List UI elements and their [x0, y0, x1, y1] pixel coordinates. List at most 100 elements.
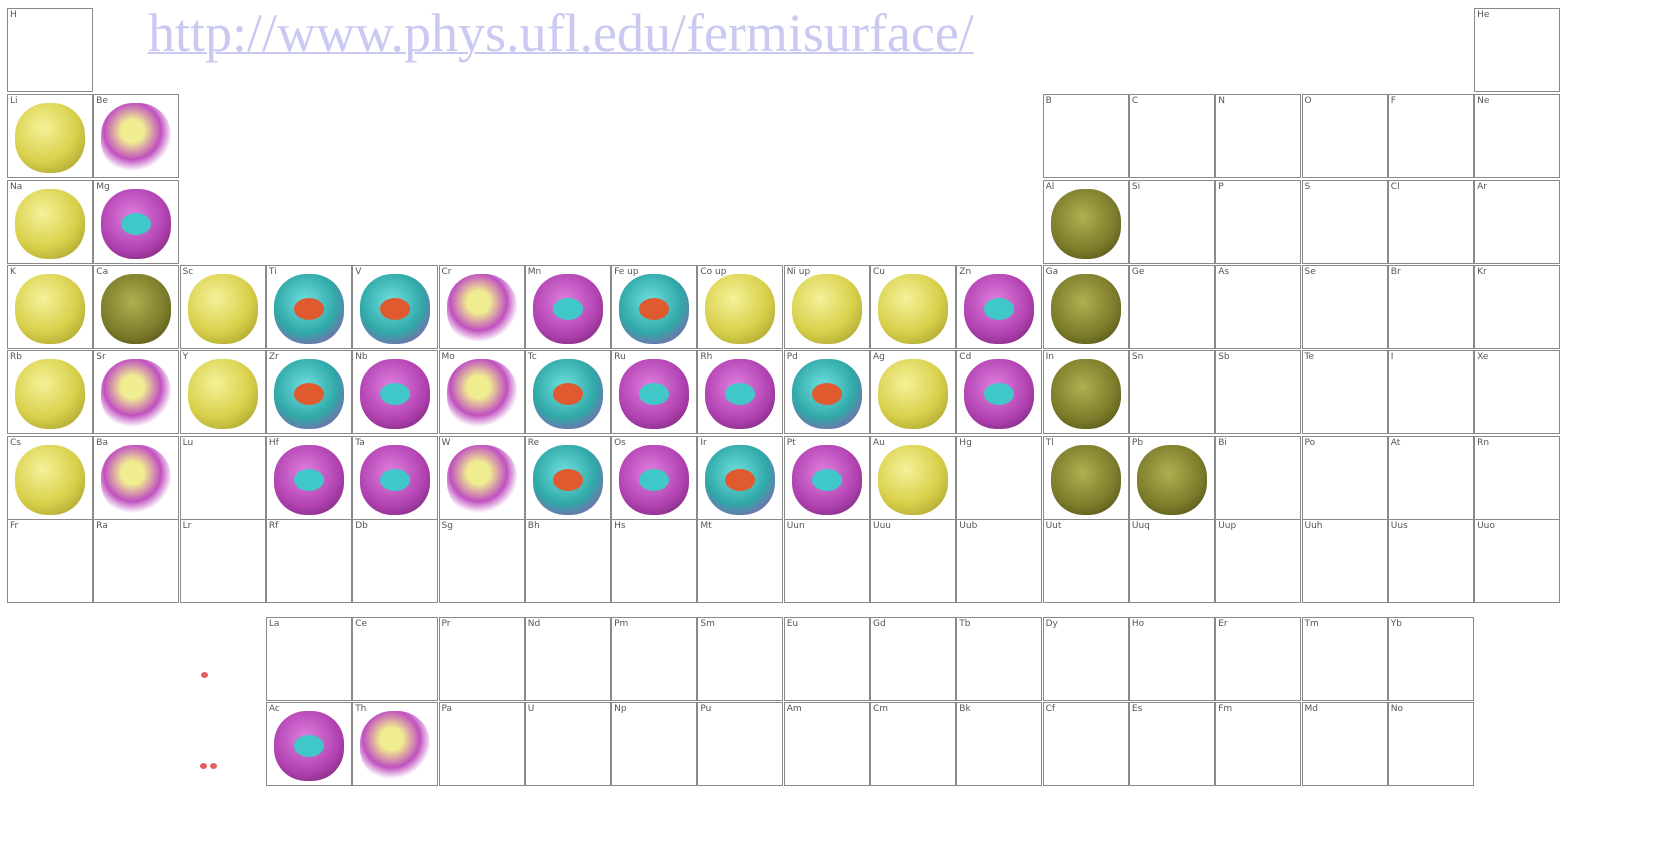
element-symbol: Au: [873, 438, 885, 448]
element-cell: Sb: [1215, 350, 1302, 434]
element-cell: In: [1042, 350, 1129, 434]
element-symbol: Na: [10, 182, 23, 192]
element-cell: Np: [611, 702, 698, 786]
element-symbol: Rn: [1477, 438, 1490, 448]
fermi-surface: [15, 444, 85, 515]
element-cell: Cf: [1042, 702, 1129, 786]
fermi-surface: [187, 358, 258, 429]
element-cell: Ti: [265, 265, 352, 349]
element-symbol: Lu: [182, 438, 194, 448]
element-symbol: Sb: [1218, 352, 1230, 362]
element-symbol: Mt: [700, 521, 712, 531]
element-symbol: Ge: [1131, 267, 1145, 277]
element-cell: Sm: [697, 617, 784, 701]
actinide-marker: [210, 763, 217, 769]
element-symbol: Hs: [614, 521, 626, 531]
element-cell: Al: [1042, 180, 1129, 264]
element-cell: Rb: [7, 350, 93, 434]
element-cell: Uuo: [1474, 519, 1561, 603]
element-cell: Cd: [956, 350, 1043, 434]
fermi-surface: [101, 102, 172, 173]
element-symbol: O: [1304, 96, 1312, 106]
element-symbol: I: [1390, 352, 1394, 362]
fermi-surface: [1136, 444, 1207, 515]
element-cell: Cs: [7, 436, 93, 520]
element-cell: Th: [352, 702, 439, 786]
element-cell: Mg: [93, 180, 180, 264]
element-cell: W: [438, 436, 525, 520]
element-symbol: Fe up: [614, 267, 639, 277]
element-symbol: Ca: [96, 267, 109, 277]
element-cell: Hg: [956, 436, 1043, 520]
element-symbol: Pd: [786, 352, 798, 362]
element-symbol: Cr: [441, 267, 452, 277]
element-cell: N: [1215, 94, 1302, 178]
element-symbol: Ho: [1131, 619, 1145, 629]
fermi-surface: [878, 273, 948, 344]
fermi-surface: [1050, 358, 1121, 429]
element-symbol: Bh: [527, 521, 540, 531]
element-symbol: Ru: [614, 352, 626, 362]
fermi-surface-inner: [984, 297, 1015, 320]
element-symbol: H: [10, 10, 17, 20]
fermi-surface: [15, 102, 85, 173]
element-cell: Zn: [956, 265, 1043, 349]
element-symbol: Pm: [614, 619, 629, 629]
fermi-surface: [360, 273, 431, 344]
element-cell: Ru: [611, 350, 698, 434]
element-cell: Mn: [524, 265, 611, 349]
element-symbol: Ar: [1477, 182, 1487, 192]
element-cell: Ni up: [783, 265, 870, 349]
element-symbol: Tb: [959, 619, 971, 629]
fermi-surface: [273, 273, 344, 344]
element-cell: Co up: [697, 265, 784, 349]
fermi-surface-inner: [639, 297, 670, 320]
element-cell: H: [7, 8, 93, 92]
element-cell: Cr: [438, 265, 525, 349]
element-cell: B: [1042, 94, 1129, 178]
fermi-surface: [619, 273, 690, 344]
element-cell: Re: [524, 436, 611, 520]
element-cell: Sn: [1128, 350, 1215, 434]
element-cell: Fe up: [611, 265, 698, 349]
element-symbol: Ta: [355, 438, 365, 448]
element-cell: Am: [783, 702, 870, 786]
element-cell: Er: [1215, 617, 1302, 701]
fermi-surface-inner: [380, 382, 411, 405]
element-symbol: Lr: [182, 521, 192, 531]
element-cell: Y: [179, 350, 266, 434]
fermi-surface: [15, 188, 85, 259]
fermi-surface: [15, 358, 85, 429]
element-cell: Po: [1301, 436, 1388, 520]
fermi-surface-inner: [639, 382, 670, 405]
fermi-surface: [619, 444, 690, 515]
element-symbol: Ac: [268, 704, 280, 714]
element-symbol: Re: [527, 438, 540, 448]
element-symbol: C: [1131, 96, 1139, 106]
element-cell: Rh: [697, 350, 784, 434]
fermi-surface: [273, 710, 344, 781]
element-cell: Li: [7, 94, 93, 178]
url-link[interactable]: http://www.phys.ufl.edu/fermisurface/: [148, 3, 974, 63]
element-cell: P: [1215, 180, 1302, 264]
element-symbol: Zn: [959, 267, 972, 277]
element-symbol: Mn: [527, 267, 542, 277]
element-cell: Mo: [438, 350, 525, 434]
element-symbol: Hf: [268, 438, 279, 448]
element-symbol: Uun: [786, 521, 805, 531]
element-symbol: Br: [1390, 267, 1401, 277]
element-cell: Sr: [93, 350, 180, 434]
element-symbol: F: [1390, 96, 1396, 106]
element-symbol: S: [1304, 182, 1311, 192]
element-symbol: Cu: [873, 267, 885, 277]
element-cell: S: [1301, 180, 1388, 264]
element-symbol: Kr: [1477, 267, 1487, 277]
element-symbol: As: [1218, 267, 1230, 277]
element-cell: V: [352, 265, 439, 349]
element-cell: Ir: [697, 436, 784, 520]
element-cell: Md: [1301, 702, 1388, 786]
element-cell: O: [1301, 94, 1388, 178]
element-cell: Xe: [1474, 350, 1561, 434]
fermi-surface: [360, 444, 431, 515]
